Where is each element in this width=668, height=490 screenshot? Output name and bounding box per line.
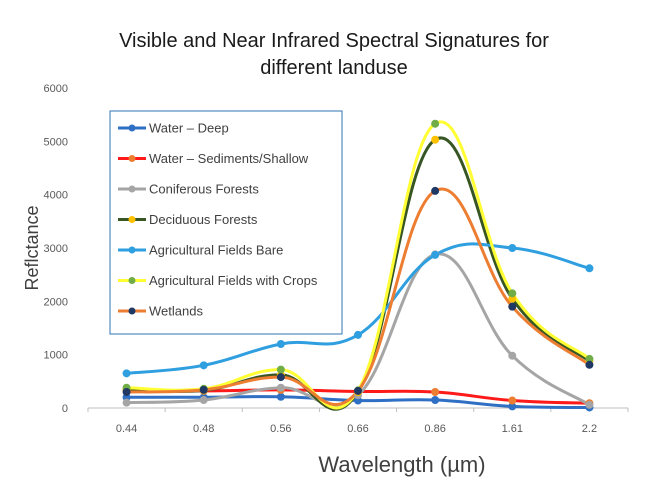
legend-entry-label: Coniferous Forests (149, 182, 259, 197)
data-point-4-1 (199, 361, 208, 370)
x-tick-label: 0.86 (424, 423, 445, 435)
data-point-5-5 (508, 289, 517, 298)
data-point-5-2 (276, 365, 285, 374)
legend-swatch-marker (128, 185, 136, 193)
data-point-0-4 (431, 396, 440, 404)
data-point-0-2 (276, 392, 285, 401)
x-axis-ticks: 0.44 0.48 0.56 0.66 0.86 1.61 2.2 (87, 408, 629, 435)
x-axis-label: Wavelength (µm) (318, 452, 485, 477)
legend-entry-label: Water – Sediments/Shallow (149, 151, 309, 166)
legend-swatch-marker (128, 155, 136, 162)
legend-swatch-marker (128, 216, 136, 223)
data-point-5-4 (431, 119, 440, 128)
chart-title-line-1: Visible and Near Infrared Spectral Signa… (119, 30, 549, 52)
legend-entry-label: Wetlands (149, 304, 203, 319)
legend-swatch-marker (128, 246, 136, 254)
legend: Water – Deep Water – Sediments/Shallow Con… (109, 110, 343, 335)
legend-entry-label: Water – Deep (149, 121, 229, 136)
data-point-6-0 (122, 388, 131, 396)
data-point-4-5 (508, 244, 517, 252)
y-axis-label: Reflctance (22, 205, 42, 290)
legend-swatch-marker (128, 307, 136, 315)
legend-swatch-marker (128, 124, 136, 132)
y-tick-label: 1000 (44, 350, 68, 362)
data-point-2-5 (508, 351, 517, 360)
data-point-4-6 (585, 264, 594, 273)
x-tick-label: 0.44 (116, 423, 137, 435)
x-tick-label: 2.2 (582, 423, 597, 435)
legend-box (109, 110, 343, 335)
y-tick-label: 3000 (44, 243, 68, 255)
data-point-6-1 (199, 385, 208, 394)
y-tick-label: 0 (62, 403, 68, 415)
x-tick-label: 0.56 (270, 423, 291, 435)
legend-entry-label: Deciduous Forests (149, 212, 258, 227)
data-point-6-4 (431, 186, 440, 195)
x-tick-label: 0.48 (193, 423, 214, 435)
data-point-4-3 (354, 330, 362, 339)
series-line-6 (126, 187, 591, 407)
y-tick-label: 6000 (44, 83, 68, 95)
chart-title-line-2: different landuse (260, 57, 408, 79)
data-point-4-4 (431, 250, 440, 259)
data-point-6-6 (585, 360, 594, 369)
legend-swatch-marker (128, 277, 136, 284)
data-point-1-4 (431, 388, 440, 396)
data-point-4-2 (276, 340, 285, 348)
series-markers (122, 119, 594, 412)
x-tick-label: 1.61 (502, 423, 523, 435)
data-point-4-0 (122, 369, 131, 378)
data-point-1-5 (508, 396, 517, 405)
data-point-3-4 (431, 135, 440, 144)
y-tick-label: 4000 (44, 190, 68, 202)
data-point-2-1 (199, 396, 208, 404)
data-point-2-0 (122, 398, 131, 407)
data-point-6-2 (276, 373, 285, 382)
y-tick-label: 5000 (44, 136, 68, 148)
legend-entry-label: Agricultural Fields with Crops (149, 273, 318, 288)
legend-entry-label: Agricultural Fields Bare (149, 243, 283, 258)
data-point-6-5 (508, 302, 517, 311)
y-tick-label: 2000 (44, 296, 68, 308)
data-point-6-3 (354, 386, 362, 395)
series-line-5 (126, 120, 591, 410)
x-tick-label: 0.66 (347, 423, 368, 435)
y-axis-ticks: 0 1000 2000 3000 4000 5000 6000 (44, 83, 68, 415)
data-point-2-2 (276, 383, 285, 392)
data-point-2-6 (585, 400, 594, 409)
